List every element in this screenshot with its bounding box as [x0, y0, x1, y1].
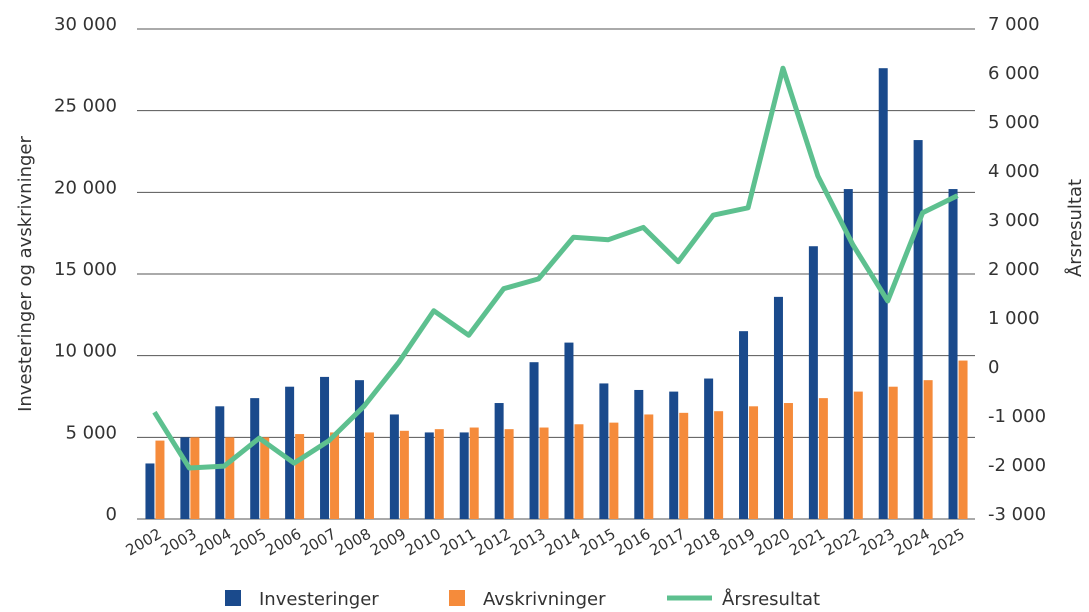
x-tick-label: 2008 — [332, 525, 374, 560]
bar — [888, 386, 898, 519]
legend-swatch — [449, 590, 465, 606]
bar — [599, 383, 609, 519]
x-tick-label: 2024 — [891, 525, 933, 560]
x-tick-label: 2017 — [646, 525, 688, 560]
y-tick-label: 15 000 — [54, 259, 117, 280]
y-tick-label: 0 — [106, 504, 117, 525]
y2-tick-label: 7 000 — [988, 14, 1040, 35]
bar — [330, 432, 340, 519]
bar — [399, 430, 409, 519]
bar — [923, 380, 933, 519]
y2-tick-label: 4 000 — [988, 161, 1040, 182]
bar — [913, 140, 923, 520]
x-tick-label: 2014 — [542, 525, 584, 560]
y-tick-label: 30 000 — [54, 14, 117, 35]
bar — [494, 403, 504, 519]
bar — [215, 406, 225, 519]
bar — [469, 427, 479, 519]
bar — [250, 398, 260, 519]
bar — [783, 403, 793, 519]
bar — [155, 440, 165, 519]
bar — [843, 189, 853, 520]
bar — [260, 437, 270, 519]
bar — [679, 412, 689, 519]
bar — [145, 463, 155, 519]
x-tick-label: 2002 — [123, 525, 165, 560]
bar — [644, 414, 654, 519]
y-axis-label: Investeringer og avskrivninger — [15, 136, 36, 412]
x-tick-label: 2010 — [402, 525, 444, 560]
y2-tick-label: 2 000 — [988, 259, 1040, 280]
bar — [739, 331, 749, 519]
x-tick-label: 2025 — [926, 525, 968, 560]
legend-label: Årsresultat — [722, 588, 820, 610]
x-tick-label: 2013 — [507, 525, 549, 560]
bar — [634, 389, 644, 519]
bar — [853, 391, 863, 519]
x-tick-label: 2015 — [577, 525, 619, 560]
bar — [190, 437, 200, 519]
y2-axis-label: Årsresultat — [1064, 179, 1086, 277]
x-tick-label: 2019 — [716, 525, 758, 560]
y2-tick-label: 5 000 — [988, 112, 1040, 133]
x-tick-label: 2022 — [821, 525, 863, 560]
bar — [389, 414, 399, 519]
bar — [285, 386, 295, 519]
y2-tick-label: 3 000 — [988, 210, 1040, 231]
y-tick-label: 10 000 — [54, 341, 117, 362]
x-tick-label: 2007 — [297, 525, 339, 560]
legend-label: Avskrivninger — [483, 589, 606, 610]
x-tick-label: 2016 — [611, 525, 653, 560]
bar — [609, 422, 619, 519]
bar — [958, 360, 968, 519]
x-tick-label: 2020 — [751, 525, 793, 560]
x-tick-label: 2005 — [227, 525, 269, 560]
bar — [364, 432, 374, 519]
x-tick-label: 2023 — [856, 525, 898, 560]
bar — [539, 427, 549, 519]
bar — [434, 429, 444, 519]
bar — [504, 429, 514, 519]
legend-label: Investeringer — [259, 589, 379, 610]
bar — [948, 189, 958, 520]
x-tick-label: 2018 — [681, 525, 723, 560]
y2-tick-label: -3 000 — [988, 504, 1046, 525]
bar — [574, 424, 584, 519]
x-tick-label: 2012 — [472, 525, 514, 560]
y2-tick-label: 1 000 — [988, 308, 1040, 329]
bar — [180, 437, 190, 519]
x-tick-label: 2004 — [192, 525, 234, 560]
y2-tick-label: 0 — [988, 357, 999, 378]
bar — [354, 380, 364, 519]
bar — [773, 296, 783, 519]
bar — [529, 362, 539, 519]
y-tick-label: 5 000 — [65, 422, 117, 443]
bar — [320, 376, 330, 519]
bar — [808, 246, 818, 519]
y2-tick-label: 6 000 — [988, 63, 1040, 84]
bar — [295, 434, 305, 519]
y2-tick-label: -2 000 — [988, 455, 1046, 476]
bar — [564, 342, 574, 519]
x-tick-label: 2009 — [367, 525, 409, 560]
y2-tick-label: -1 000 — [988, 406, 1046, 427]
bar — [669, 391, 679, 519]
bar — [714, 411, 724, 519]
line — [152, 65, 959, 471]
x-tick-label: 2006 — [262, 525, 304, 560]
bar — [459, 432, 469, 519]
bar — [225, 437, 235, 519]
y-tick-label: 25 000 — [54, 96, 117, 117]
bar — [704, 378, 714, 519]
bar — [749, 406, 759, 519]
x-tick-label: 2003 — [158, 525, 200, 560]
bar — [818, 398, 828, 519]
bar — [424, 432, 434, 519]
x-tick-label: 2021 — [786, 525, 828, 560]
legend-swatch — [225, 590, 241, 606]
x-tick-label: 2011 — [437, 525, 479, 560]
y-tick-label: 20 000 — [54, 177, 117, 198]
